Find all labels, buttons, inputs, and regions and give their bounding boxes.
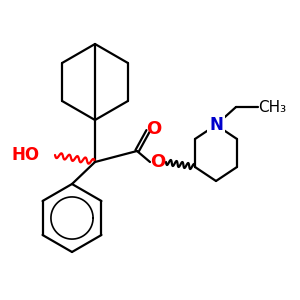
Text: O: O	[146, 120, 162, 138]
Text: CH₃: CH₃	[258, 100, 286, 115]
Text: O: O	[150, 153, 166, 171]
Text: HO: HO	[12, 146, 40, 164]
Text: N: N	[209, 116, 223, 134]
